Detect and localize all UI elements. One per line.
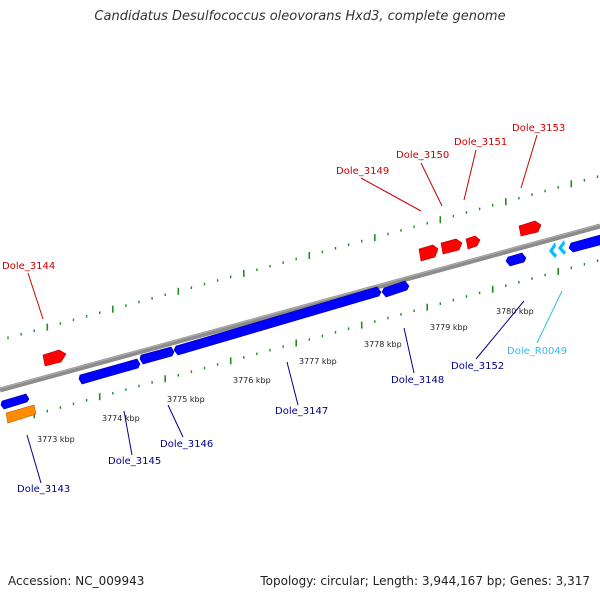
gene-label-dole-3144[interactable]: Dole_3144 bbox=[2, 261, 55, 272]
gene-dole-3153[interactable] bbox=[518, 220, 542, 237]
scale-label-3779: 3779 kbp bbox=[430, 323, 468, 332]
leader-dole-3149 bbox=[360, 177, 422, 212]
gene-dole-3147[interactable] bbox=[173, 286, 382, 356]
scale-label-3776: 3776 kbp bbox=[233, 376, 271, 385]
genome-title: Candidatus Desulfococcus oleovorans Hxd3… bbox=[94, 9, 506, 24]
gene-dole-r0049-a[interactable] bbox=[549, 242, 557, 258]
gene-dole-r0049-b[interactable] bbox=[558, 240, 566, 255]
leader-dole-3143 bbox=[26, 434, 42, 484]
gene-label-dole-3143[interactable]: Dole_3143 bbox=[17, 484, 70, 495]
scale-label-3778: 3778 kbp bbox=[364, 340, 402, 349]
leader-dole-3150 bbox=[420, 162, 443, 207]
gene-dole-3145[interactable] bbox=[78, 358, 141, 385]
gene-label-dole-3150[interactable]: Dole_3150 bbox=[396, 150, 449, 161]
gene-label-dole-3149[interactable]: Dole_3149 bbox=[336, 166, 389, 177]
genome-backbone-highlight bbox=[0, 224, 600, 389]
leader-dole-3147 bbox=[286, 361, 299, 406]
gene-label-dole-3151[interactable]: Dole_3151 bbox=[454, 137, 507, 148]
gene-label-dole-3147[interactable]: Dole_3147 bbox=[275, 406, 328, 417]
gene-dole-3143[interactable] bbox=[0, 393, 30, 410]
scale-label-3773: 3773 kbp bbox=[37, 435, 75, 444]
scale-label-3777: 3777 kbp bbox=[299, 357, 337, 366]
leader-dole-3152 bbox=[475, 300, 525, 360]
leader-dole-3144 bbox=[27, 272, 44, 320]
leader-dole-3145 bbox=[123, 410, 133, 456]
gene-dole-3151[interactable] bbox=[465, 235, 481, 250]
genome-backbone bbox=[0, 223, 600, 393]
gene-label-dole-3152[interactable]: Dole_3152 bbox=[451, 361, 504, 372]
scale-label-3780: 3780 kbp bbox=[496, 307, 534, 316]
leader-dole-3146 bbox=[167, 404, 184, 438]
gene-dole-3144[interactable] bbox=[42, 349, 67, 367]
gene-label-dole-3146[interactable]: Dole_3146 bbox=[160, 439, 213, 450]
gene-partial-right[interactable] bbox=[568, 234, 600, 253]
upper-tick-track bbox=[7, 175, 599, 340]
leader-dole-3148 bbox=[403, 327, 415, 374]
gene-label-dole-3145[interactable]: Dole_3145 bbox=[108, 456, 161, 467]
gene-dole-3146[interactable] bbox=[139, 346, 175, 365]
leader-dole-3151 bbox=[463, 149, 477, 201]
gene-pseudo-orange[interactable] bbox=[5, 404, 37, 424]
lower-tick-track bbox=[7, 259, 599, 424]
label-leaders bbox=[26, 134, 563, 484]
scale-label-3775: 3775 kbp bbox=[167, 395, 205, 404]
gene-dole-3152[interactable] bbox=[505, 252, 527, 267]
leader-dole-r0049 bbox=[536, 290, 563, 344]
gene-dole-3148[interactable] bbox=[381, 280, 410, 298]
gene-dole-3150[interactable] bbox=[440, 238, 463, 255]
gene-dole-3149[interactable] bbox=[418, 244, 439, 262]
scale-label-3774: 3774 kbp bbox=[102, 414, 140, 423]
accession-text: Accession: NC_009943 bbox=[8, 574, 145, 588]
gene-label-dole-r0049[interactable]: Dole_R0049 bbox=[507, 346, 567, 357]
leader-dole-3153 bbox=[520, 134, 538, 189]
gene-label-dole-3153[interactable]: Dole_3153 bbox=[512, 123, 565, 134]
genome-summary-text: Topology: circular; Length: 3,944,167 bp… bbox=[260, 574, 590, 588]
gene-label-dole-3148[interactable]: Dole_3148 bbox=[391, 375, 444, 386]
